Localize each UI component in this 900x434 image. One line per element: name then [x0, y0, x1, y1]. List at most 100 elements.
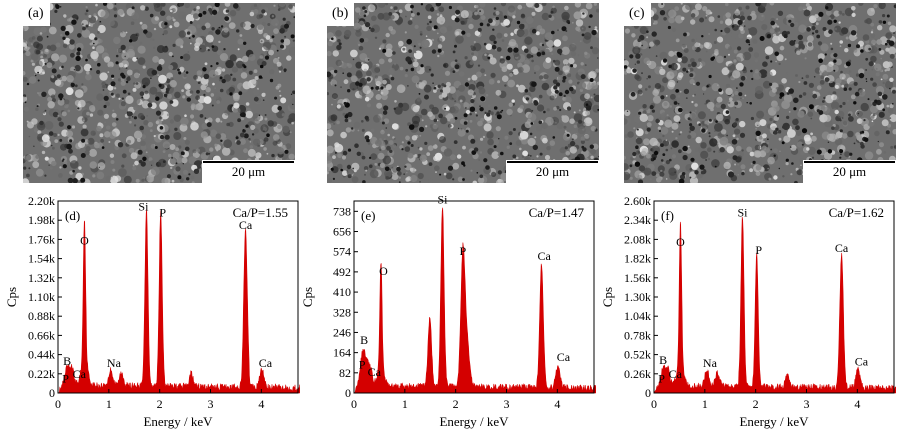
x-tick-label: 4: [258, 397, 264, 411]
y-tick-label: 738: [333, 204, 351, 218]
y-tick-label: 0.66k: [28, 328, 55, 342]
peak-label: P: [459, 244, 466, 258]
x-axis-label: Energy / keV: [739, 414, 809, 429]
y-tick-label: 0.78k: [624, 328, 651, 342]
x-tick-label: 2: [753, 397, 759, 411]
x-tick-label: 3: [504, 397, 510, 411]
y-tick-label: 1.98k: [28, 213, 55, 227]
scale-bar: 20 μm: [506, 160, 599, 183]
x-tick-label: 4: [554, 397, 560, 411]
ca-p-ratio-label: Ca/P=1.55: [233, 205, 288, 220]
y-tick-label: 1.30k: [624, 290, 651, 304]
y-tick-label: 0.26k: [624, 367, 651, 381]
y-tick-label: 328: [333, 305, 351, 319]
x-tick-label: 3: [804, 397, 810, 411]
y-tick-label: 0.52k: [624, 348, 651, 362]
peak-label: Ca: [835, 241, 849, 255]
x-tick-label: 2: [453, 397, 459, 411]
y-tick-label: 0.22k: [28, 367, 55, 381]
y-tick-label: 246: [333, 325, 351, 339]
y-axis-label: Cps: [300, 287, 315, 307]
y-tick-label: 0: [645, 386, 651, 400]
peak-label: Si: [437, 193, 448, 206]
spectrum-series: [653, 216, 896, 394]
peak-label: O: [80, 234, 89, 248]
peak-label: P: [62, 372, 69, 386]
peak-label: P: [755, 243, 762, 257]
y-tick-label: 1.54k: [28, 252, 55, 266]
x-tick-label: 3: [208, 397, 214, 411]
scale-bar: 20 μm: [803, 160, 896, 183]
peak-label: Ca: [537, 249, 551, 263]
y-tick-label: 82: [339, 366, 351, 380]
ca-p-ratio-label: Ca/P=1.47: [529, 205, 585, 220]
eds-spectrum-d: 0 0.22k 0.44k 0.66k 0.88k 1.10k 1.32k 1.54k 1.76…: [4, 194, 300, 429]
y-tick-label: 1.76k: [28, 232, 55, 246]
panel-label: (d): [65, 208, 80, 223]
peak-label: Ca: [557, 350, 571, 364]
x-tick-label: 4: [854, 397, 860, 411]
eds-spectrum-e: 0 82 164 246 328 410 492 574 656 738 0 1 2 3 4 Energy /…: [300, 193, 596, 429]
y-tick-label: 0.44k: [28, 348, 55, 362]
peak-label: P: [159, 206, 166, 220]
x-tick-label: 1: [402, 397, 408, 411]
peak-label: Si: [138, 200, 149, 214]
scale-bar-label: 20 μm: [231, 164, 266, 179]
peak-label: O: [676, 235, 685, 249]
y-tick-label: 2.08k: [624, 232, 651, 246]
y-tick-label: 164: [333, 346, 351, 360]
sem-image-c: (c) 20 μm: [624, 3, 896, 183]
y-axis-label: Cps: [600, 287, 615, 307]
y-tick-label: 2.34k: [624, 213, 651, 227]
eds-chart-d: 0 0.22k 0.44k 0.66k 0.88k 1.10k 1.32k 1.54k 1.76…: [0, 193, 300, 433]
peak-label: P: [658, 372, 665, 386]
x-tick-label: 1: [702, 397, 708, 411]
peak-label: Na: [107, 356, 122, 370]
y-tick-label: 0: [49, 386, 55, 400]
panel-label: (e): [361, 208, 375, 223]
eds-spectrum-f: 0 0.26k 0.52k 0.78k 1.04k 1.30k 1.56k 1.82k 2.08…: [600, 194, 896, 429]
peak-label: B: [63, 354, 71, 368]
scale-bar-label: 20 μm: [535, 164, 570, 179]
plot-frame: [353, 200, 595, 394]
x-tick-label: 1: [106, 397, 112, 411]
peak-label: P: [359, 357, 366, 371]
scale-bar: 20 μm: [202, 160, 295, 183]
peak-label: B: [360, 333, 368, 347]
y-tick-label: 656: [333, 225, 351, 239]
y-tick-label: 2.60k: [624, 194, 651, 208]
ca-p-ratio-label: Ca/P=1.62: [829, 205, 884, 220]
y-tick-label: 1.04k: [624, 309, 651, 323]
peak-label: B: [659, 353, 667, 367]
sem-image-a: (a) 20 μm: [23, 3, 295, 183]
panel-label: (c): [624, 3, 651, 26]
y-tick-label: 1.10k: [28, 290, 55, 304]
panel-label: (a): [23, 3, 50, 26]
y-tick-label: 0.88k: [28, 309, 55, 323]
eds-chart-f: 0 0.26k 0.52k 0.78k 1.04k 1.30k 1.56k 1.82k 2.08…: [596, 193, 896, 433]
scale-bar-line: [804, 161, 895, 163]
x-axis-label: Energy / keV: [143, 414, 213, 429]
peak-label: Na: [703, 356, 718, 370]
spectrum-series: [58, 209, 300, 394]
panel-label: (b): [327, 3, 355, 26]
sem-texture: [624, 3, 896, 183]
x-axis-label: Energy / keV: [439, 414, 509, 429]
scale-bar-line: [507, 161, 598, 163]
scale-bar-label: 20 μm: [832, 164, 867, 179]
sem-texture: [327, 3, 599, 183]
y-tick-label: 1.82k: [624, 252, 651, 266]
peak-label: Ca: [368, 365, 382, 379]
y-tick-label: 410: [333, 285, 351, 299]
peak-label: Si: [737, 206, 748, 220]
y-tick-label: 492: [333, 265, 351, 279]
y-tick-label: 1.32k: [28, 271, 55, 285]
peak-label: Ca: [73, 367, 87, 381]
x-tick-label: 0: [351, 397, 357, 411]
y-axis-label: Cps: [4, 287, 19, 307]
sem-image-b: (b) 20 μm: [327, 3, 599, 183]
y-tick-label: 574: [333, 245, 351, 259]
peak-label: Ca: [259, 356, 273, 370]
scale-bar-line: [203, 161, 294, 163]
x-tick-label: 0: [55, 397, 61, 411]
